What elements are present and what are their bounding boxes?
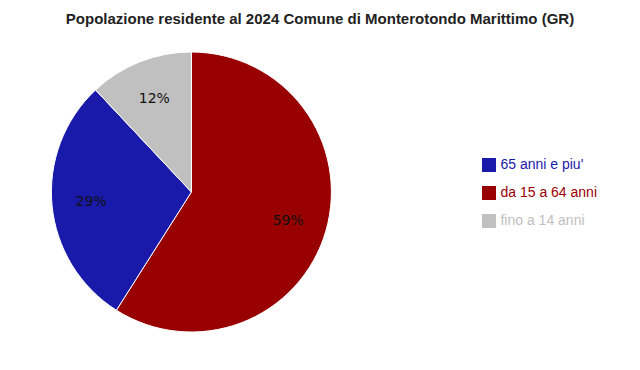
html-text:da 15 a 64 anni: da 15 a 64 anni — [500, 184, 597, 200]
svg-text:12%: 12% — [139, 90, 170, 106]
html-text:Popolazione residente al 2024: Popolazione residente al 2024 Comune di … — [65, 10, 575, 27]
html-text:fino a 14 anni: fino a 14 anni — [500, 212, 585, 228]
html-text:65 anni e piu': 65 anni e piu' — [500, 156, 584, 172]
svg-text:29%: 29% — [75, 193, 106, 209]
svg-text:59%: 59% — [273, 212, 304, 228]
